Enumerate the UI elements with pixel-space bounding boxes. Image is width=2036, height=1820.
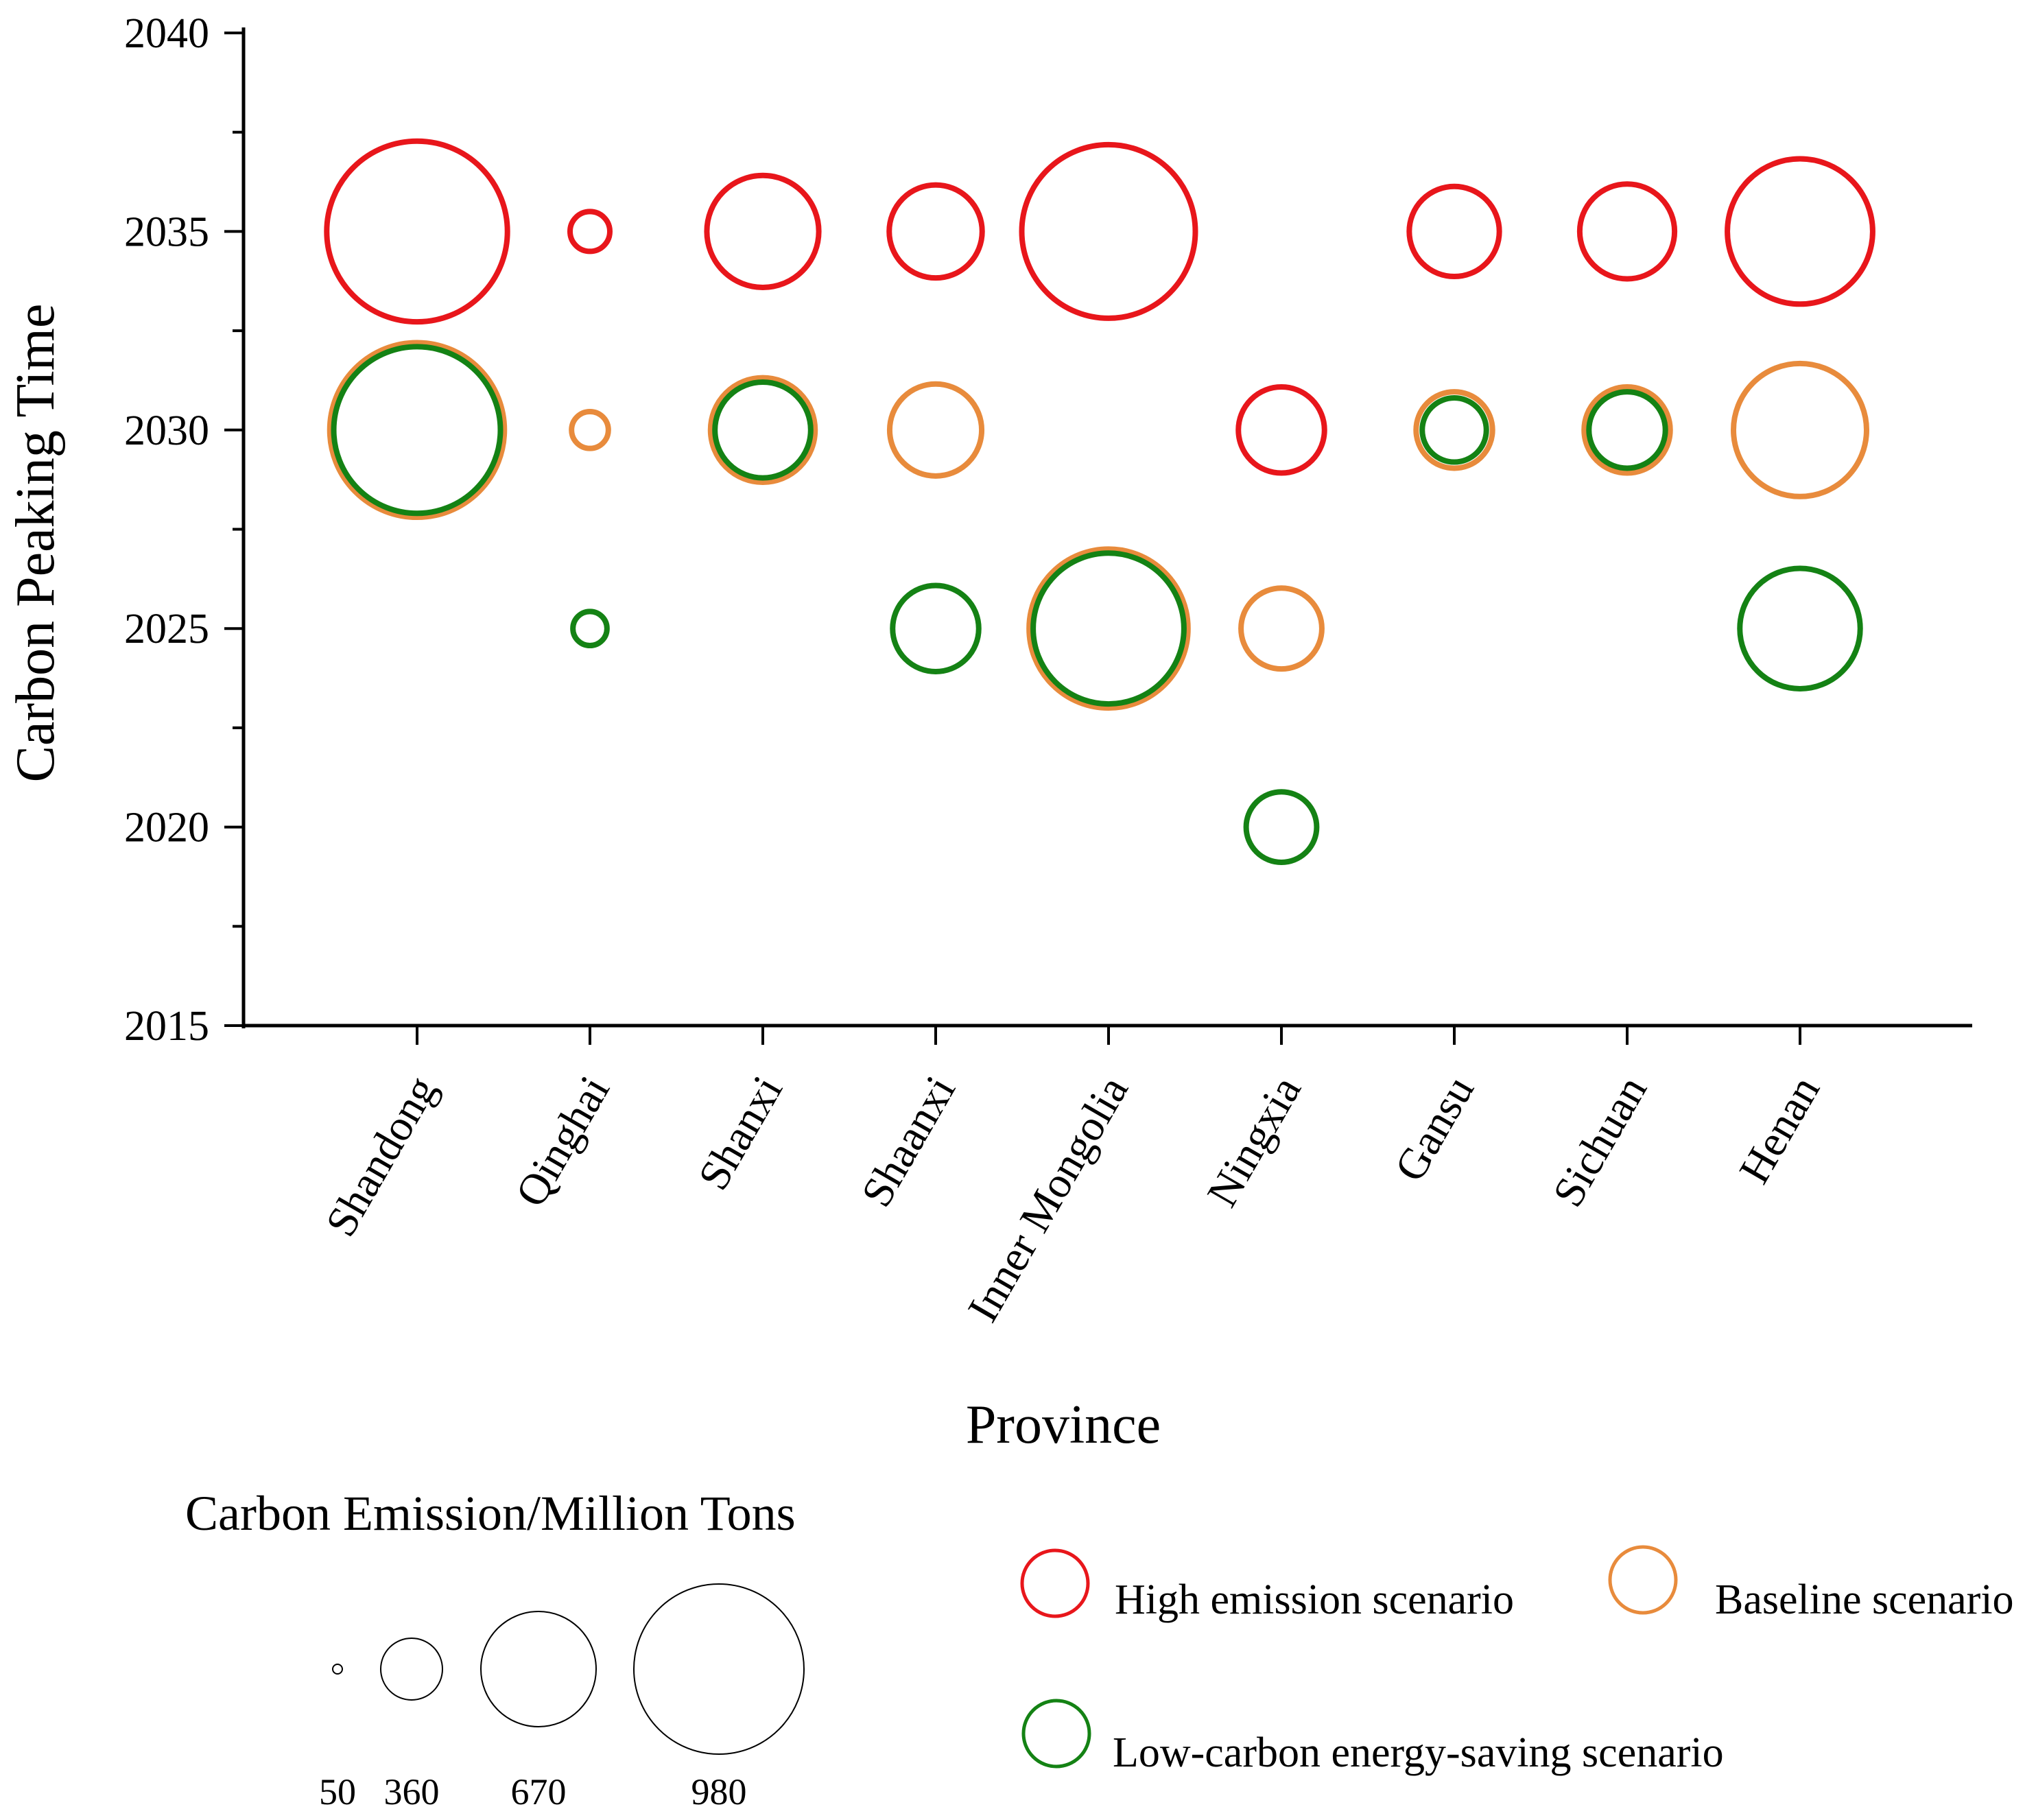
bubble-baseline-scenario-inner-mongolia	[1026, 546, 1191, 711]
bubble-high-emission-scenario-henan	[1725, 156, 1875, 307]
bubble-low-carbon-energy-saving-scenario-qinghai	[570, 608, 610, 649]
x-category-label-henan: Henan	[1729, 1068, 1829, 1192]
size-legend-label-670: 670	[511, 1771, 567, 1812]
bubble-baseline-scenario-gansu	[1413, 389, 1495, 471]
y-tick-label-2030: 2030	[124, 407, 209, 454]
bubble-low-carbon-energy-saving-scenario-shanxi	[712, 379, 814, 481]
bubble-baseline-scenario-ningxia	[1238, 585, 1325, 672]
x-category-label-shanxi: Shanxi	[689, 1068, 792, 1198]
x-category-label-ningxia: Ningxia	[1198, 1068, 1311, 1215]
bubble-low-carbon-energy-saving-scenario-shandong	[331, 344, 504, 517]
x-category-label-gansu: Gansu	[1385, 1068, 1483, 1190]
legend-marker-baseline-scenario	[1608, 1545, 1678, 1615]
bubble-high-emission-scenario-inner-mongolia	[1019, 141, 1198, 321]
legend-label-low-carbon-energy-saving-scenario: Low-carbon energy-saving scenario	[1113, 1729, 1724, 1776]
size-legend-title: Carbon Emission/Million Tons	[185, 1486, 796, 1541]
bubble-high-emission-scenario-gansu	[1406, 183, 1502, 280]
bubble-high-emission-scenario-shaanxi	[886, 182, 985, 281]
y-tick-label-2025: 2025	[124, 606, 209, 652]
bubble-baseline-scenario-shaanxi	[886, 381, 985, 479]
bubble-low-carbon-energy-saving-scenario-gansu	[1419, 395, 1489, 465]
bubble-low-carbon-energy-saving-scenario-ningxia	[1243, 789, 1320, 866]
legend-marker-high-emission-scenario	[1020, 1548, 1090, 1618]
bubble-low-carbon-energy-saving-scenario-henan	[1737, 565, 1863, 692]
y-tick-label-2015: 2015	[124, 1003, 209, 1050]
size-legend-label-360: 360	[384, 1771, 440, 1812]
bubble-high-emission-scenario-qinghai	[567, 209, 613, 255]
x-category-label-qinghai: Qinghai	[506, 1068, 619, 1215]
legend-label-baseline-scenario: Baseline scenario	[1715, 1576, 2014, 1623]
bubble-baseline-scenario-shandong	[327, 340, 508, 521]
bubble-high-emission-scenario-sichuan	[1576, 181, 1678, 282]
bubble-low-carbon-energy-saving-scenario-inner-mongolia	[1030, 550, 1187, 707]
size-legend-circle-980	[633, 1583, 805, 1755]
legend-marker-low-carbon-energy-saving-scenario	[1021, 1699, 1091, 1769]
x-axis-title: Province	[966, 1395, 1161, 1455]
y-tick-label-2040: 2040	[124, 10, 209, 57]
x-category-label-shaanxi: Shaanxi	[852, 1068, 965, 1215]
x-category-label-sichuan: Sichuan	[1543, 1068, 1657, 1215]
legend: Carbon Emission/Million Tons 50 360 670 980 H…	[185, 1486, 2014, 1812]
y-tick-label-2035: 2035	[124, 209, 209, 255]
bubble-low-carbon-energy-saving-scenario-sichuan	[1586, 389, 1668, 471]
size-legend-circle-360	[380, 1638, 443, 1701]
bubble-high-emission-scenario-shanxi	[704, 172, 822, 290]
size-legend-circle-670	[480, 1611, 597, 1727]
size-legend-label-980: 980	[691, 1771, 747, 1812]
bubble-baseline-scenario-qinghai	[569, 408, 611, 451]
bubble-low-carbon-energy-saving-scenario-shaanxi	[890, 582, 982, 674]
y-axis-title: Carbon Peaking Time	[5, 304, 66, 783]
bubble-baseline-scenario-sichuan	[1581, 384, 1673, 476]
bubble-high-emission-scenario-ningxia	[1235, 384, 1327, 476]
x-category-label-shandong: Shandong	[316, 1068, 446, 1244]
size-legend-circle-50	[332, 1664, 343, 1675]
axes: 2015 2020 2025 2030 2035 2040 Shandong Qinghai S…	[5, 10, 1972, 1455]
bubbles	[324, 138, 1875, 866]
bubble-high-emission-scenario-shandong	[324, 138, 510, 325]
bubble-baseline-scenario-shanxi	[707, 375, 818, 486]
y-tick-label-2020: 2020	[124, 805, 209, 851]
x-category-label-inner-mongolia: Inner Mongolia	[958, 1068, 1137, 1330]
bubble-baseline-scenario-henan	[1731, 360, 1869, 499]
legend-label-high-emission-scenario: High emission scenario	[1115, 1576, 1514, 1623]
size-legend-label-50: 50	[319, 1771, 356, 1812]
